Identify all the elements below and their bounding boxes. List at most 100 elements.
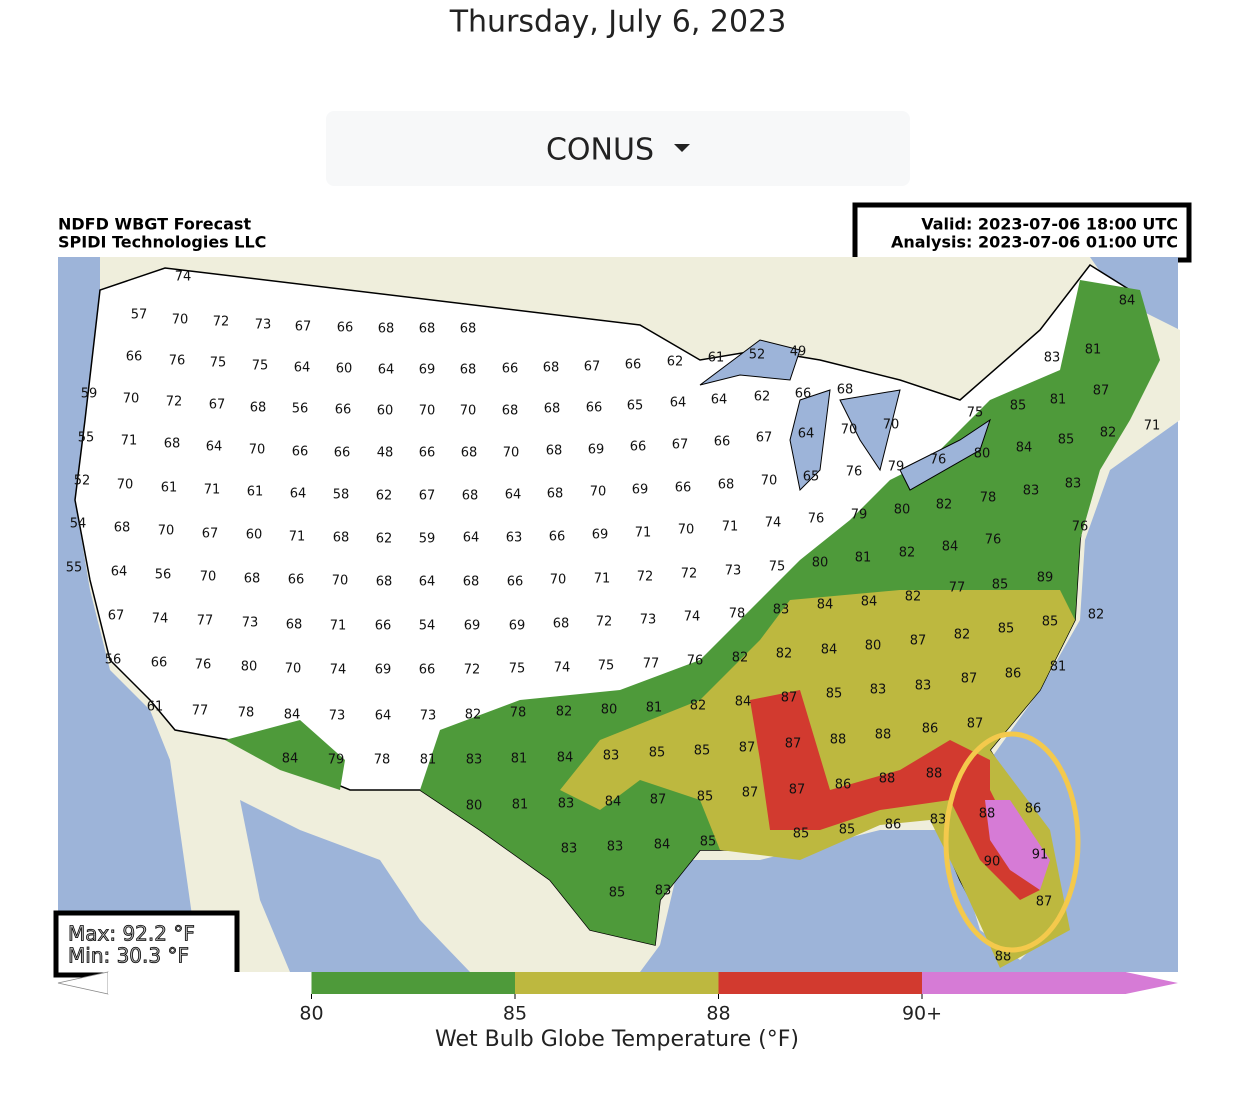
wbgt-label: 81 [1050,393,1067,408]
wbgt-label: 60 [336,362,353,377]
wbgt-label: 75 [769,560,786,575]
wbgt-label: 68 [250,401,267,416]
colorbar-over [1125,972,1178,994]
wbgt-label: 82 [690,699,707,714]
wbgt-label: 80 [812,556,829,571]
colorbar-segment [718,972,923,994]
wbgt-label: 70 [200,570,217,585]
wbgt-label: 85 [609,886,626,901]
wbgt-label: 54 [70,517,87,532]
wbgt-label: 81 [512,798,529,813]
wbgt-label: 77 [949,581,966,596]
wbgt-label: 72 [596,615,613,630]
wbgt-label: 66 [675,481,692,496]
colorbar-tick-label: 80 [299,1003,323,1025]
wbgt-label: 74 [765,516,782,531]
wbgt-label: 61 [708,351,725,366]
wbgt-label: 86 [835,778,852,793]
wbgt-label: 58 [333,488,350,503]
wbgt-label: 83 [655,884,672,899]
wbgt-label: 69 [509,619,526,634]
wbgt-label: 61 [161,481,178,496]
wbgt-label: 61 [247,485,264,500]
wbgt-label: 66 [549,530,566,545]
wbgt-label: 70 [419,404,436,419]
map-credit: SPIDI Technologies LLC [58,233,266,252]
zone-80 [225,720,345,790]
wbgt-label: 69 [632,483,649,498]
wbgt-label: 66 [337,321,354,336]
wbgt-label: 65 [803,470,820,485]
wbgt-label: 69 [592,528,609,543]
wbgt-label: 81 [1050,660,1067,675]
wbgt-label: 70 [332,574,349,589]
wbgt-label: 83 [466,753,483,768]
wbgt-label: 69 [464,619,481,634]
map: 74 57 70 72 73 67 66 68 68 68 84 66 76 75 75 64 60 64 69 68… [53,257,1180,978]
wbgt-label: 64 [711,393,728,408]
wbgt-label: 66 [335,403,352,418]
dropdown-box[interactable] [326,111,910,186]
wbgt-label: 71 [594,572,611,587]
wbgt-label: 66 [502,362,519,377]
wbgt-label: 66 [625,358,642,373]
wbgt-label: 87 [1093,384,1110,399]
wbgt-label: 68 [462,489,479,504]
wbgt-label: 70 [285,662,302,677]
wbgt-label: 88 [830,733,847,748]
wbgt-label: 70 [761,474,778,489]
valid-box [852,202,1192,263]
wbgt-label: 66 [795,387,812,402]
wbgt-label: 85 [992,578,1009,593]
wbgt-label: 82 [776,647,793,662]
wbgt-label: 62 [667,355,684,370]
wbgt-label: 77 [197,614,214,629]
wbgt-label: 68 [546,444,563,459]
wbgt-label: 57 [131,308,148,323]
wbgt-label: 73 [255,318,272,333]
wbgt-label: 70 [883,418,900,433]
wbgt-label: 67 [209,398,226,413]
wbgt-label: 81 [1085,343,1102,358]
wbgt-label: 88 [926,767,943,782]
wbgt-label: 61 [147,700,164,715]
wbgt-label: 68 [547,487,564,502]
dropdown[interactable]: CONUS [326,111,910,186]
wbgt-label: 84 [817,598,834,613]
wbgt-label: 64 [375,709,392,724]
wbgt-label: 68 [553,617,570,632]
wbgt-label: 83 [603,749,620,764]
wbgt-label: 83 [1023,484,1040,499]
wbgt-label: 76 [985,533,1002,548]
colorbar-segment [922,972,1126,994]
wbgt-label: 84 [605,795,622,810]
wbgt-label: 66 [288,573,305,588]
wbgt-label: 66 [507,575,524,590]
wbgt-label: 74 [554,661,571,676]
wbgt-label: 81 [511,752,528,767]
wbgt-label: 78 [374,753,391,768]
wbgt-label: 88 [995,950,1012,965]
wbgt-label: 86 [1025,802,1042,817]
wbgt-label: 68 [543,361,560,376]
wbgt-label: 83 [930,813,947,828]
stats-box [53,910,240,978]
wbgt-label: 52 [74,474,91,489]
wbgt-label: 87 [742,786,759,801]
wbgt-label: 68 [114,521,131,536]
wbgt-label: 68 [502,404,519,419]
wbgt-label: 76 [687,654,704,669]
wbgt-label: 82 [556,705,573,720]
wbgt-label: 64 [798,427,815,442]
wbgt-label: 66 [419,663,436,678]
wbgt-label: 70 [841,423,858,438]
dropdown-label[interactable]: CONUS [546,133,654,168]
wbgt-label: 88 [979,807,996,822]
wbgt-label: 81 [855,551,872,566]
caret[interactable] [674,144,690,152]
wbgt-label: 79 [328,753,345,768]
wbgt-label: 73 [329,709,346,724]
wbgt-label: 67 [756,431,773,446]
wbgt-label: 70 [117,478,134,493]
wbgt-label: 83 [607,840,624,855]
